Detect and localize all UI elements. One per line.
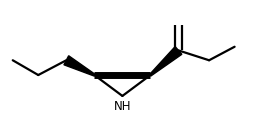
Polygon shape: [64, 56, 94, 76]
Polygon shape: [149, 47, 181, 76]
Text: NH: NH: [113, 100, 131, 113]
